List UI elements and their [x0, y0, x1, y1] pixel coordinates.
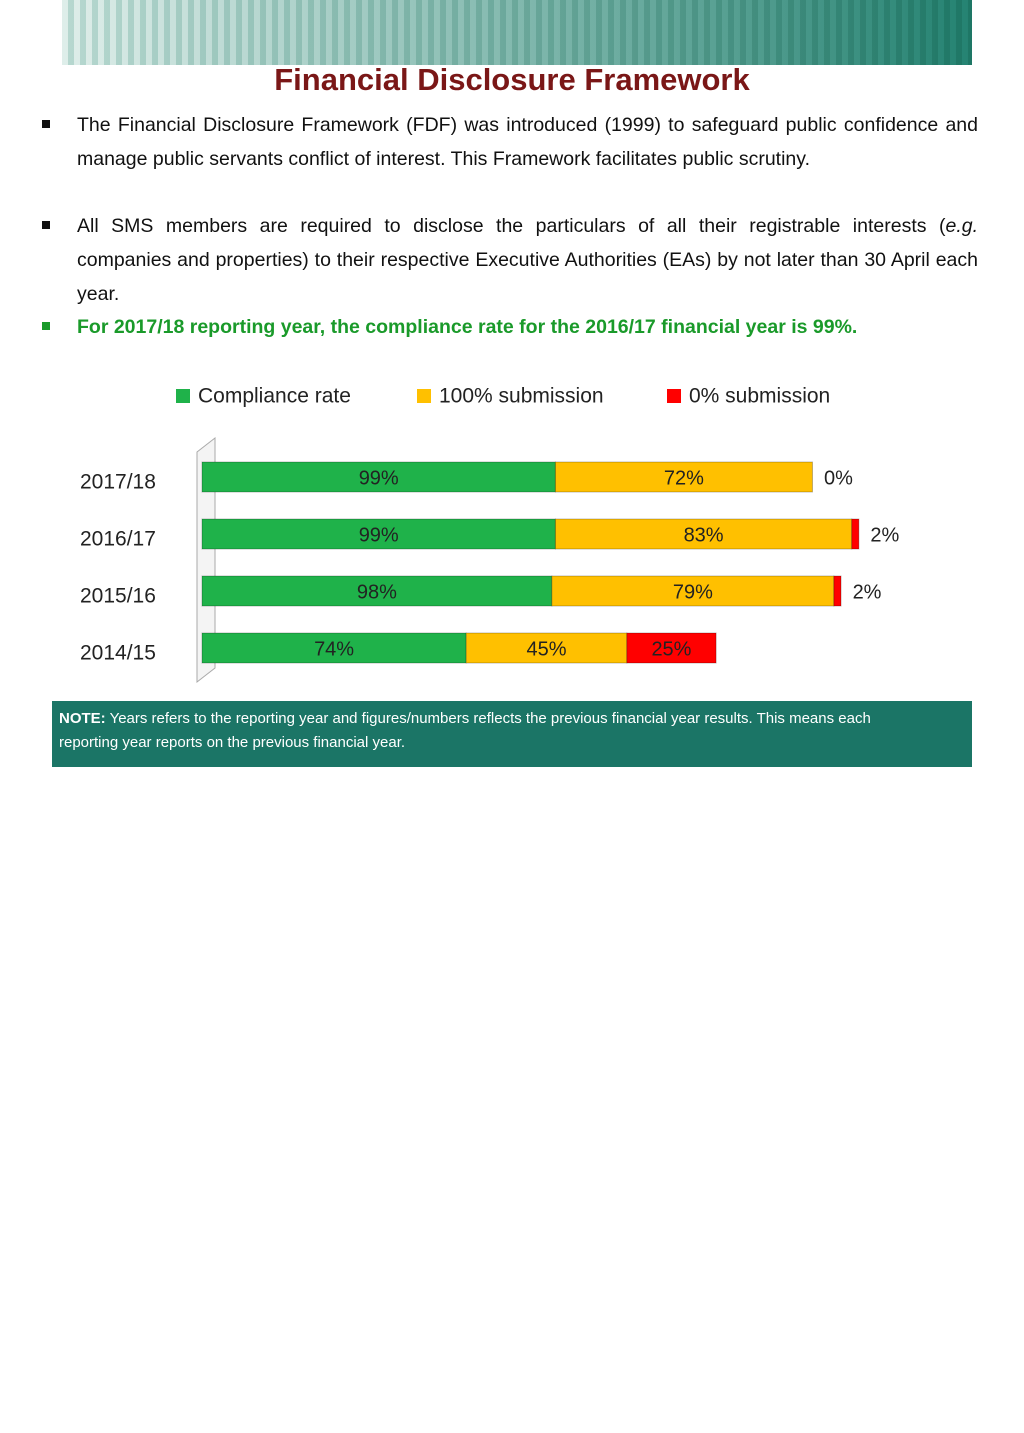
data-label: 25%: [651, 638, 691, 660]
slide: Financial Disclosure Framework The Finan…: [42, 0, 1007, 1432]
bullet: All SMS members are required to disclose…: [42, 209, 978, 311]
slide-title: Financial Disclosure Framework: [274, 62, 750, 97]
bar-segment: [201, 575, 553, 607]
bar-segment: [201, 632, 467, 664]
data-label: 45%: [526, 638, 566, 660]
data-label: 98%: [357, 581, 397, 603]
bar-segment: [554, 461, 813, 493]
bar-segment: [833, 575, 842, 607]
axis-wall: [196, 436, 216, 684]
note-box: NOTE: Years refers to the reporting year…: [52, 701, 1007, 1432]
data-label: 99%: [359, 524, 399, 546]
legend-label: Compliance rate: [198, 385, 351, 408]
banner: [62, 0, 972, 65]
data-label: 2%: [870, 524, 899, 546]
note: NOTE: Years refers to the reporting year…: [59, 707, 909, 755]
legend-swatch: [667, 389, 681, 403]
bar-segment: [851, 518, 860, 550]
bar-segment: [201, 461, 556, 493]
bar-segment: [551, 575, 835, 607]
category-label: 2017/18: [80, 471, 156, 494]
data-label: 2%: [853, 581, 882, 603]
bullet: The Financial Disclosure Framework (FDF)…: [42, 108, 978, 176]
data-label: 83%: [684, 524, 724, 546]
legend-swatch: [417, 389, 431, 403]
data-label: 72%: [664, 467, 704, 489]
text: companies and properties) to their respe…: [77, 249, 978, 305]
bar-segment: [626, 632, 717, 664]
data-label: 74%: [314, 638, 354, 660]
legend-label: 0% submission: [689, 385, 830, 408]
legend-swatch: [176, 389, 190, 403]
chart: Compliance rate 100% submission 0% submiss…: [80, 385, 900, 684]
category-label: 2015/16: [80, 585, 156, 608]
category-label: 2014/15: [80, 642, 156, 665]
legend-label: 100% submission: [439, 385, 604, 408]
data-label: 0%: [824, 467, 853, 489]
category-label: 2016/17: [80, 528, 156, 551]
data-label: 99%: [359, 467, 399, 489]
page-number: 16: [989, 1415, 1007, 1432]
data-label: 79%: [673, 581, 713, 603]
note-text: Years refers to the reporting year and f…: [59, 710, 871, 751]
bullet: For 2017/18 reporting year, the complian…: [42, 310, 978, 344]
text: e.g.: [945, 215, 978, 237]
note-label: NOTE:: [59, 710, 106, 727]
bar-segment: [465, 632, 628, 664]
text: All SMS members are required to disclose…: [77, 215, 946, 237]
